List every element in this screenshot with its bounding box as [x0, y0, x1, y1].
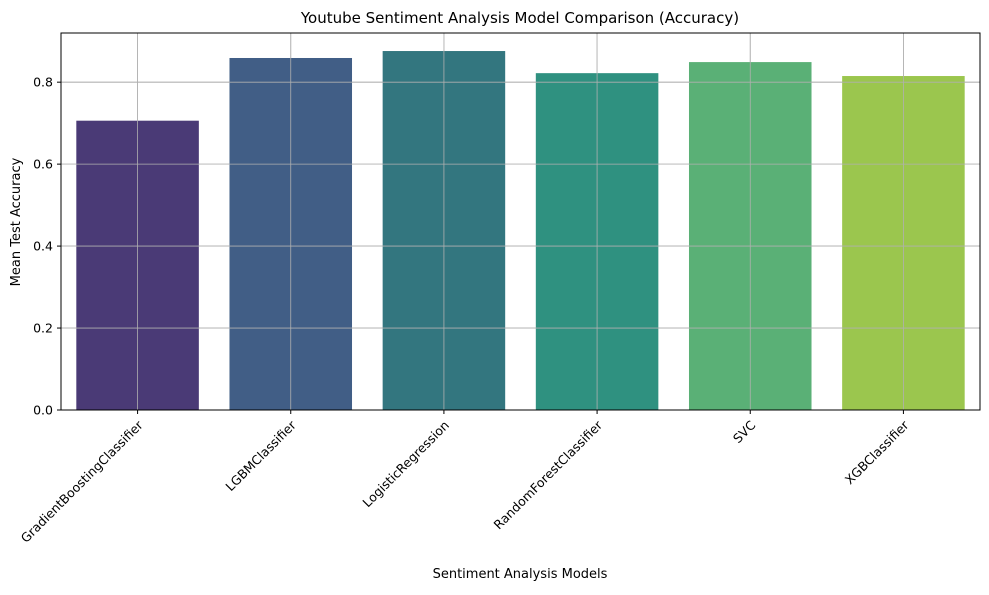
bar-layer [61, 33, 980, 411]
y-tick-label: 0.6 [33, 157, 53, 172]
x-axis-label: Sentiment Analysis Models [433, 567, 608, 582]
chart-title: Youtube Sentiment Analysis Model Compari… [300, 9, 739, 27]
plot-frame [60, 32, 981, 411]
y-tick-label: 0.4 [33, 239, 53, 254]
y-tick-label: 0.8 [33, 75, 53, 90]
x-tick-label: GradientBoostingClassifier [18, 417, 147, 546]
y-tick-label: 0.2 [33, 321, 53, 336]
grid-overlay [61, 33, 980, 411]
x-tick-label: LGBMClassifier [222, 417, 299, 494]
x-tick-label: XGBClassifier [842, 417, 912, 487]
x-tick-label: SVC [730, 417, 759, 446]
x-tick-label: RandomForestClassifier [491, 417, 606, 532]
y-tick-label: 0.0 [33, 403, 53, 418]
y-axis-label: Mean Test Accuracy [9, 157, 24, 286]
x-tick-label: LogisticRegression [359, 418, 452, 511]
